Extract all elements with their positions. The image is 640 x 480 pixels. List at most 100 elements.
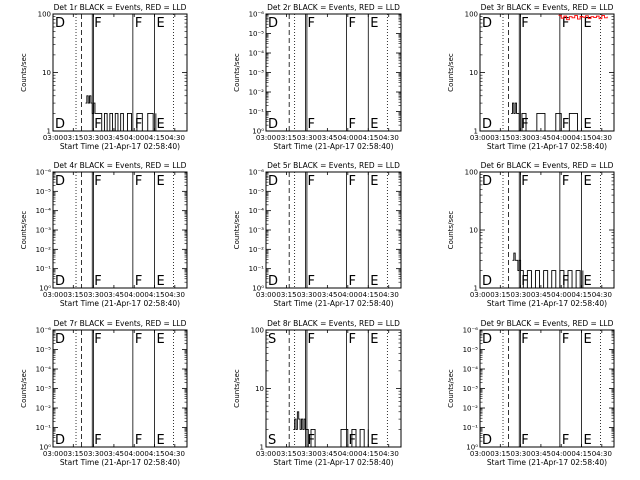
x-tick-label: 04:30 (165, 291, 185, 299)
x-tick-label: 04:30 (592, 291, 612, 299)
x-tick-label: 04:30 (379, 450, 399, 458)
x-tick-label: 03:45 (531, 450, 551, 458)
marker-label: E (584, 16, 592, 31)
x-tick-label: 03:30 (511, 450, 531, 458)
x-tick-label: 03:45 (104, 134, 124, 142)
x-axis-label: Start Time (21-Apr-17 02:58:40) (273, 142, 393, 151)
plot-frame (479, 329, 615, 448)
y-tick-label: 100 (465, 11, 478, 19)
x-tick-label: 03:30 (84, 134, 104, 142)
y-tick-label: 10⁻² (36, 405, 52, 413)
marker-label: E (584, 174, 592, 189)
x-axis-label: Start Time (21-Apr-17 02:58:40) (273, 458, 393, 467)
marker-label: F (521, 174, 528, 189)
y-tick-label: 10⁰ (252, 285, 264, 293)
y-tick-label: 10⁻⁵ (463, 346, 479, 354)
y-tick-label: 10⁻⁵ (249, 188, 265, 196)
y-axis-label: Counts/sec (447, 53, 455, 92)
y-tick-label: 10⁻¹ (36, 265, 52, 273)
y-axis-label: Counts/sec (20, 211, 28, 250)
corner-label: D (268, 16, 278, 31)
corner-label: D (55, 332, 65, 347)
x-tick-label: 04:30 (592, 450, 612, 458)
corner-label: D (55, 433, 65, 448)
x-axis-label: Start Time (21-Apr-17 02:58:40) (273, 299, 393, 308)
marker-label: F (348, 332, 355, 347)
x-tick-label: 03:00 (470, 450, 490, 458)
x-tick-label: 03:45 (317, 450, 337, 458)
x-tick-label: 03:00 (470, 291, 490, 299)
marker-label: F (94, 274, 101, 289)
panel-title: Det 8r BLACK = Events, RED = LLD (267, 319, 400, 328)
x-tick-label: 03:15 (276, 450, 296, 458)
x-tick-label: 03:00 (470, 134, 490, 142)
panel-title: Det 5r BLACK = Events, RED = LLD (267, 161, 400, 170)
x-tick-label: 04:00 (551, 450, 571, 458)
x-tick-label: 03:15 (63, 291, 83, 299)
x-tick-label: 03:00 (43, 291, 63, 299)
y-tick-label: 100 (465, 169, 478, 177)
x-tick-label: 04:00 (338, 450, 358, 458)
x-tick-label: 04:00 (338, 291, 358, 299)
marker-label: F (521, 117, 528, 132)
marker-label: F (562, 274, 569, 289)
marker-label: E (157, 117, 165, 132)
y-tick-label: 10 (469, 227, 478, 235)
x-tick-label: 04:30 (379, 134, 399, 142)
marker-label: F (308, 16, 315, 31)
y-tick-label: 10⁻¹ (463, 424, 479, 432)
x-axis-label: Start Time (21-Apr-17 02:58:40) (487, 299, 607, 308)
x-tick-label: 03:00 (256, 134, 276, 142)
y-axis-label: Counts/sec (447, 211, 455, 250)
marker-label: E (370, 274, 378, 289)
x-tick-label: 04:15 (571, 291, 591, 299)
marker-label: F (562, 174, 569, 189)
y-tick-label: 10⁻⁵ (36, 346, 52, 354)
y-tick-label: 10 (42, 69, 51, 77)
x-tick-label: 03:15 (490, 134, 510, 142)
y-tick-label: 10⁻⁶ (249, 11, 265, 19)
x-tick-label: 03:15 (63, 134, 83, 142)
panel-title: Det 1r BLACK = Events, RED = LLD (54, 3, 187, 12)
marker-label: F (135, 117, 142, 132)
x-tick-label: 04:00 (124, 291, 144, 299)
marker-label: F (308, 274, 315, 289)
y-tick-label: 10⁻⁵ (249, 30, 265, 38)
marker-label: F (562, 117, 569, 132)
corner-label: D (55, 174, 65, 189)
panel-title: Det 7r BLACK = Events, RED = LLD (54, 319, 187, 328)
x-tick-label: 03:30 (84, 450, 104, 458)
x-tick-label: 04:30 (592, 134, 612, 142)
y-tick-label: 1 (260, 444, 264, 452)
x-tick-label: 03:15 (490, 450, 510, 458)
y-tick-label: 10⁻³ (249, 227, 265, 235)
marker-label: F (521, 332, 528, 347)
x-tick-label: 04:15 (358, 134, 378, 142)
corner-label: D (268, 174, 278, 189)
plot-frame (265, 329, 402, 448)
marker-label: F (135, 274, 142, 289)
series-black (85, 95, 157, 132)
marker-label: F (94, 16, 101, 31)
y-tick-label: 10⁰ (252, 128, 264, 136)
corner-label: S (268, 332, 276, 347)
x-tick-label: 04:15 (571, 450, 591, 458)
panel-title: Det 2r BLACK = Events, RED = LLD (267, 3, 400, 12)
corner-label: D (482, 174, 492, 189)
x-tick-label: 03:45 (317, 291, 337, 299)
y-tick-label: 10⁻¹ (249, 108, 265, 116)
x-axis-label: Start Time (21-Apr-17 02:58:40) (60, 458, 180, 467)
marker-label: F (135, 332, 142, 347)
y-tick-label: 10⁻⁴ (36, 207, 52, 215)
x-axis-label: Start Time (21-Apr-17 02:58:40) (487, 142, 607, 151)
y-tick-label: 10⁻³ (36, 385, 52, 393)
x-axis-label: Start Time (21-Apr-17 02:58:40) (60, 142, 180, 151)
panel-title: Det 9r BLACK = Events, RED = LLD (481, 319, 614, 328)
corner-label: D (55, 117, 65, 132)
y-tick-label: 1 (474, 128, 478, 136)
marker-label: E (370, 433, 378, 448)
y-tick-label: 10⁻⁵ (36, 188, 52, 196)
